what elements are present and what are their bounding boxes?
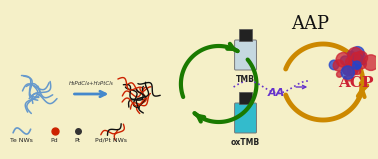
Circle shape xyxy=(336,72,342,77)
Circle shape xyxy=(346,75,353,81)
Circle shape xyxy=(348,47,363,62)
Circle shape xyxy=(341,66,355,79)
Circle shape xyxy=(341,56,349,65)
Text: oxTMB: oxTMB xyxy=(231,138,260,147)
Text: TMB: TMB xyxy=(236,75,255,84)
Circle shape xyxy=(355,51,367,64)
Circle shape xyxy=(347,51,355,59)
Circle shape xyxy=(347,65,358,75)
Circle shape xyxy=(345,57,355,67)
Circle shape xyxy=(333,60,344,71)
Circle shape xyxy=(355,52,366,62)
Circle shape xyxy=(342,66,350,74)
Text: H₂PdCl₄+H₂PtCl₆: H₂PdCl₄+H₂PtCl₆ xyxy=(69,81,114,86)
Circle shape xyxy=(353,61,361,69)
Text: ACP: ACP xyxy=(338,76,373,90)
Circle shape xyxy=(343,64,355,76)
FancyBboxPatch shape xyxy=(235,40,256,70)
Circle shape xyxy=(353,54,363,65)
Text: Pd/Pt NWs: Pd/Pt NWs xyxy=(95,138,127,143)
Circle shape xyxy=(329,60,339,70)
Text: AA: AA xyxy=(268,88,285,98)
Circle shape xyxy=(361,60,366,65)
Text: AAP: AAP xyxy=(291,15,329,33)
Circle shape xyxy=(351,47,364,60)
Circle shape xyxy=(349,57,362,69)
Circle shape xyxy=(353,70,358,74)
Circle shape xyxy=(363,55,378,70)
Circle shape xyxy=(354,68,361,75)
Circle shape xyxy=(355,64,360,69)
Text: Pt: Pt xyxy=(74,138,81,143)
FancyBboxPatch shape xyxy=(239,92,253,104)
Circle shape xyxy=(354,57,361,64)
Circle shape xyxy=(351,59,358,65)
Text: Te NWs: Te NWs xyxy=(11,138,33,143)
Circle shape xyxy=(352,52,360,61)
Circle shape xyxy=(357,59,366,69)
Circle shape xyxy=(349,57,360,69)
Circle shape xyxy=(352,63,360,72)
Circle shape xyxy=(336,52,350,67)
Text: Pd: Pd xyxy=(51,138,59,143)
FancyBboxPatch shape xyxy=(239,29,253,41)
FancyBboxPatch shape xyxy=(235,103,256,133)
